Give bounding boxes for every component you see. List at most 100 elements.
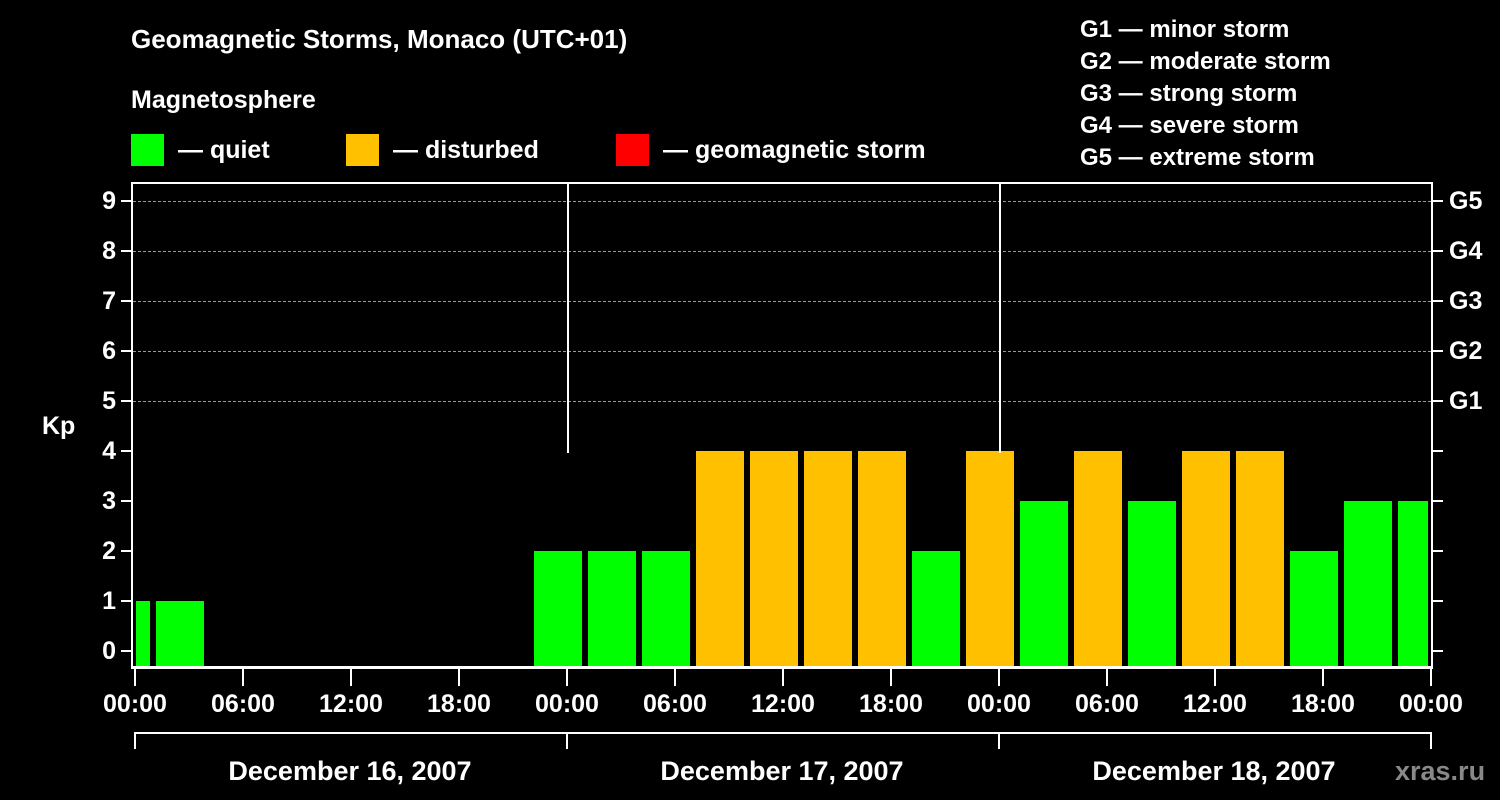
kp-bar-disturbed	[696, 451, 744, 668]
y-tick	[121, 300, 131, 302]
right-y-tick	[1433, 450, 1443, 452]
x-tick	[134, 668, 136, 686]
y-tick	[121, 650, 131, 652]
x-tick	[890, 668, 892, 686]
right-y-tick	[1433, 350, 1443, 352]
right-y-tick	[1433, 400, 1443, 402]
chart-title: Geomagnetic Storms, Monaco (UTC+01)	[131, 24, 628, 54]
day-bracket-tick	[1430, 733, 1432, 749]
day-label: December 16, 2007	[228, 756, 472, 786]
y-tick-label: 7	[102, 287, 116, 315]
right-y-tick	[1433, 650, 1443, 652]
y-tick-label: 4	[102, 437, 116, 465]
day-separator-line	[999, 183, 1001, 453]
day-separator-line	[567, 183, 569, 453]
y-tick	[121, 600, 131, 602]
kp-bar-quiet	[1290, 551, 1338, 668]
y-tick-label: 6	[102, 337, 116, 365]
legend-label: — geomagnetic storm	[663, 135, 926, 164]
g-scale-legend: G1 — minor storm G2 — moderate storm G3 …	[1080, 14, 1331, 174]
x-tick-label: 00:00	[535, 690, 599, 718]
legend-disturbed: — disturbed	[346, 134, 539, 166]
legend-label: — quiet	[178, 135, 270, 164]
plot-area	[131, 182, 1433, 668]
right-y-tick	[1433, 200, 1443, 202]
x-tick-label: 12:00	[319, 690, 383, 718]
kp-bar-quiet	[912, 551, 960, 668]
x-tick	[1214, 668, 1216, 686]
x-tick-label: 18:00	[859, 690, 923, 718]
day-bracket-tick	[566, 733, 568, 749]
legend-quiet: — quiet	[131, 134, 270, 166]
x-tick	[1430, 668, 1432, 686]
y-tick	[121, 200, 131, 202]
x-tick	[998, 668, 1000, 686]
day-label: December 18, 2007	[1092, 756, 1336, 786]
day-bracket-tick	[134, 733, 136, 749]
kp-bar-quiet	[534, 551, 582, 668]
day-bracket-tick	[998, 733, 1000, 749]
x-tick-label: 00:00	[1399, 690, 1463, 718]
x-tick	[350, 668, 352, 686]
x-tick	[1322, 668, 1324, 686]
x-tick	[782, 668, 784, 686]
y-tick	[121, 500, 131, 502]
x-tick-label: 18:00	[1291, 690, 1355, 718]
grid-line	[133, 351, 1431, 352]
grid-line	[133, 301, 1431, 302]
g-level-label: G3	[1449, 287, 1483, 315]
x-tick	[242, 668, 244, 686]
y-tick	[121, 350, 131, 352]
g-level-label: G5	[1449, 187, 1483, 215]
day-bracket-line	[134, 732, 1432, 734]
x-tick	[566, 668, 568, 686]
x-tick-label: 00:00	[103, 690, 167, 718]
quiet-swatch	[131, 134, 164, 166]
kp-bar-disturbed	[1182, 451, 1230, 668]
y-tick-label: 0	[102, 637, 116, 665]
right-y-tick	[1433, 300, 1443, 302]
x-tick	[458, 668, 460, 686]
disturbed-swatch	[346, 134, 379, 166]
kp-bar-disturbed	[966, 451, 1014, 668]
watermark: xras.ru	[1395, 756, 1486, 786]
y-tick	[121, 400, 131, 402]
g1-label: G1 — minor storm	[1080, 16, 1290, 43]
x-tick-label: 06:00	[211, 690, 275, 718]
g4-label: G4 — severe storm	[1080, 112, 1299, 139]
g3-label: G3 — strong storm	[1080, 80, 1298, 107]
x-tick-label: 00:00	[967, 690, 1031, 718]
y-tick	[121, 250, 131, 252]
x-tick	[674, 668, 676, 686]
y-tick-label: 8	[102, 237, 116, 265]
x-tick-label: 18:00	[427, 690, 491, 718]
right-y-tick	[1433, 250, 1443, 252]
g-level-label: G1	[1449, 387, 1483, 415]
x-tick-label: 06:00	[1075, 690, 1139, 718]
g5-label: G5 — extreme storm	[1080, 144, 1315, 171]
kp-bar-quiet	[156, 601, 204, 668]
g-level-label: G4	[1449, 237, 1483, 265]
x-tick	[1106, 668, 1108, 686]
y-tick-label: 1	[102, 587, 116, 615]
kp-bar-quiet	[136, 601, 150, 668]
kp-bar-disturbed	[1236, 451, 1284, 668]
chart-subtitle: Magnetosphere	[131, 86, 316, 114]
kp-bar-quiet	[642, 551, 690, 668]
right-y-tick	[1433, 600, 1443, 602]
right-y-tick	[1433, 500, 1443, 502]
y-tick	[121, 550, 131, 552]
kp-bar-quiet	[1398, 501, 1428, 668]
kp-bar-quiet	[1128, 501, 1176, 668]
g-level-label: G2	[1449, 337, 1483, 365]
g2-label: G2 — moderate storm	[1080, 48, 1331, 75]
kp-bar-disturbed	[804, 451, 852, 668]
legend-label: — disturbed	[393, 135, 539, 164]
day-label: December 17, 2007	[660, 756, 904, 786]
y-tick-label: 9	[102, 187, 116, 215]
kp-bar-quiet	[1344, 501, 1392, 668]
y-tick	[121, 450, 131, 452]
legend-storm: — geomagnetic storm	[616, 134, 926, 166]
kp-bar-disturbed	[1074, 451, 1122, 668]
y-tick-label: 5	[102, 387, 116, 415]
